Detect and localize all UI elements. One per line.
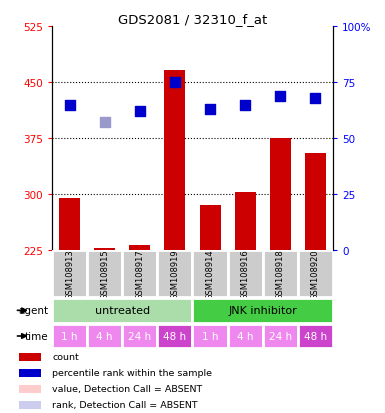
Bar	[298, 324, 333, 349]
Bar	[19, 401, 41, 409]
Text: 1 h: 1 h	[202, 331, 218, 341]
Bar	[87, 324, 122, 349]
Bar	[263, 250, 298, 298]
Text: GSM108916: GSM108916	[241, 249, 250, 299]
Text: 4 h: 4 h	[237, 331, 253, 341]
Bar	[192, 324, 228, 349]
Text: GSM108914: GSM108914	[206, 249, 214, 299]
Bar	[19, 385, 41, 393]
Bar	[192, 250, 228, 298]
Bar	[235, 192, 256, 250]
Text: 24 h: 24 h	[269, 331, 292, 341]
Text: 24 h: 24 h	[128, 331, 151, 341]
Text: GSM108919: GSM108919	[171, 249, 179, 299]
Text: count: count	[52, 353, 79, 361]
Text: 4 h: 4 h	[96, 331, 113, 341]
Bar	[122, 250, 157, 298]
Bar	[192, 298, 333, 323]
Point	[242, 102, 248, 109]
Text: value, Detection Call = ABSENT: value, Detection Call = ABSENT	[52, 385, 202, 394]
Bar	[19, 369, 41, 377]
Text: GSM108918: GSM108918	[276, 249, 285, 299]
Text: GSM108920: GSM108920	[311, 249, 320, 299]
Text: time: time	[25, 331, 48, 341]
Bar	[122, 324, 157, 349]
Text: GSM108917: GSM108917	[135, 249, 144, 299]
Text: untreated: untreated	[95, 306, 150, 316]
Text: GSM108915: GSM108915	[100, 249, 109, 299]
Bar	[59, 198, 80, 250]
Point	[67, 102, 73, 109]
Bar	[19, 353, 41, 361]
Title: GDS2081 / 32310_f_at: GDS2081 / 32310_f_at	[118, 13, 267, 26]
Bar	[298, 250, 333, 298]
Bar	[305, 154, 326, 250]
Bar	[228, 250, 263, 298]
Bar	[157, 324, 192, 349]
Text: agent: agent	[18, 306, 48, 316]
Bar	[52, 298, 192, 323]
Bar	[52, 250, 87, 298]
Bar	[87, 250, 122, 298]
Text: GSM108913: GSM108913	[65, 249, 74, 299]
Point	[137, 109, 143, 115]
Bar	[263, 324, 298, 349]
Point	[312, 95, 318, 102]
Bar	[270, 139, 291, 250]
Text: 1 h: 1 h	[61, 331, 78, 341]
Text: percentile rank within the sample: percentile rank within the sample	[52, 368, 212, 377]
Point	[172, 80, 178, 86]
Text: JNK inhibitor: JNK inhibitor	[228, 306, 297, 316]
Bar	[228, 324, 263, 349]
Bar	[94, 248, 115, 250]
Bar	[52, 324, 87, 349]
Text: 48 h: 48 h	[304, 331, 327, 341]
Point	[207, 107, 213, 113]
Text: 48 h: 48 h	[163, 331, 186, 341]
Bar	[199, 206, 221, 250]
Bar	[129, 245, 150, 250]
Text: rank, Detection Call = ABSENT: rank, Detection Call = ABSENT	[52, 401, 198, 409]
Point	[102, 120, 108, 126]
Bar	[157, 250, 192, 298]
Bar	[164, 70, 186, 250]
Point	[277, 93, 283, 100]
